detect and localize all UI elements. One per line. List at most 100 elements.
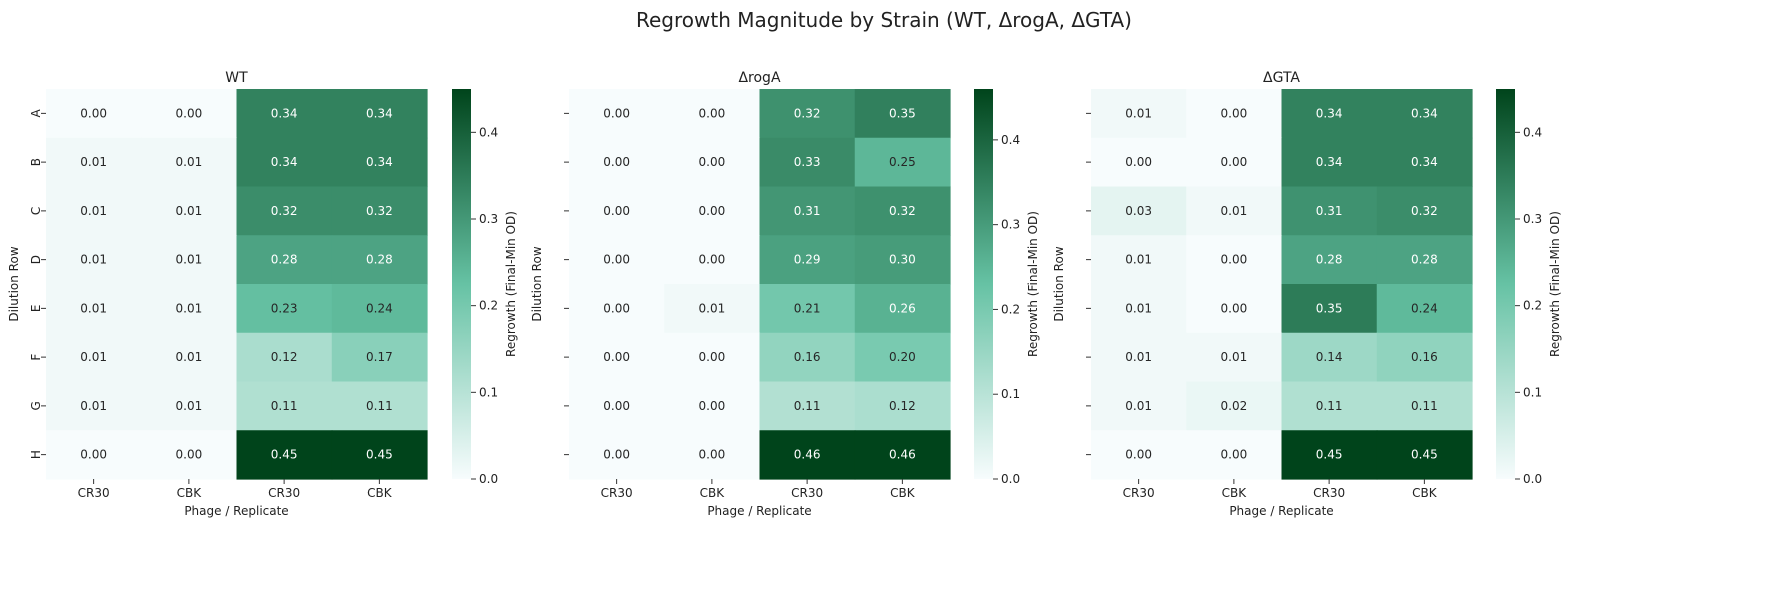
colorbar bbox=[974, 89, 993, 479]
cell-value-label: 0.01 bbox=[1125, 350, 1152, 364]
colorbar-tick-label: 0.1 bbox=[1001, 387, 1020, 401]
cell-value-label: 0.00 bbox=[699, 204, 726, 218]
cell-value-label: 0.31 bbox=[1316, 204, 1343, 218]
heatmap-cell bbox=[759, 284, 856, 334]
colorbar-tick-label: 0.4 bbox=[1523, 125, 1542, 139]
heatmap-cell bbox=[141, 430, 238, 480]
x-tick-label: CBK bbox=[367, 486, 393, 500]
cell-value-label: 0.24 bbox=[1411, 301, 1438, 315]
heatmap-cell bbox=[854, 89, 951, 139]
heatmap-cell bbox=[1091, 332, 1187, 383]
cell-value-label: 0.00 bbox=[176, 106, 203, 120]
heatmap-cell bbox=[1091, 284, 1187, 334]
heatmap-cell bbox=[759, 89, 856, 139]
colorbar-tick-label: 0.4 bbox=[479, 125, 498, 139]
heatmap-cell bbox=[236, 332, 333, 383]
heatmap-cell bbox=[664, 430, 761, 480]
heatmap-cell bbox=[141, 235, 238, 285]
heatmap-cell bbox=[1091, 186, 1187, 236]
cell-value-label: 0.11 bbox=[794, 399, 821, 413]
cell-value-label: 0.00 bbox=[176, 448, 203, 462]
cell-value-label: 0.01 bbox=[176, 399, 203, 413]
cell-value-label: 0.00 bbox=[699, 350, 726, 364]
colorbar-label: Regrowth (Final-Min OD) bbox=[1026, 211, 1040, 357]
cell-value-label: 0.00 bbox=[1221, 106, 1248, 120]
cell-value-label: 0.12 bbox=[889, 399, 916, 413]
heatmap-panels: WT 0.00 0.00 0.34 0.34 0.01 0.01 0.34 0.34 0.01 0.… bbox=[7, 70, 1562, 518]
heatmap-cell bbox=[236, 186, 333, 236]
heatmap-cell bbox=[1186, 430, 1283, 480]
heatmap-cell bbox=[1091, 430, 1187, 480]
cell-value-label: 0.28 bbox=[1411, 253, 1438, 267]
cell-value-label: 0.45 bbox=[1411, 448, 1438, 462]
cell-value-label: 0.00 bbox=[1221, 253, 1248, 267]
cell-value-label: 0.33 bbox=[794, 155, 821, 169]
heatmap-cell bbox=[569, 381, 665, 431]
heatmap-cell bbox=[1376, 186, 1473, 236]
cell-value-label: 0.02 bbox=[1221, 399, 1248, 413]
heatmap-cell bbox=[759, 186, 856, 236]
heatmap-cell bbox=[331, 235, 428, 285]
heatmap-cell bbox=[46, 89, 142, 139]
cell-value-label: 0.01 bbox=[1125, 106, 1152, 120]
cell-value-label: 0.01 bbox=[176, 350, 203, 364]
cell-value-label: 0.29 bbox=[794, 253, 821, 267]
heatmap-cell bbox=[759, 137, 856, 188]
cell-value-label: 0.34 bbox=[366, 106, 393, 120]
cell-value-label: 0.00 bbox=[699, 106, 726, 120]
cell-value-label: 0.00 bbox=[603, 350, 630, 364]
cell-value-label: 0.01 bbox=[80, 204, 107, 218]
cell-value-label: 0.01 bbox=[699, 301, 726, 315]
heatmap-cell bbox=[1186, 235, 1283, 285]
cell-value-label: 0.01 bbox=[1221, 204, 1248, 218]
heatmap-panel-2: ΔrogA 0.00 0.00 0.32 0.35 0.00 0.00 0.33 0.25 0.0… bbox=[530, 70, 1040, 518]
cell-value-label: 0.20 bbox=[889, 350, 916, 364]
heatmap-cell bbox=[1376, 284, 1473, 334]
heatmap-cell bbox=[1281, 235, 1378, 285]
heatmap-cell bbox=[569, 284, 665, 334]
cell-value-label: 0.01 bbox=[176, 204, 203, 218]
cell-value-label: 0.12 bbox=[271, 350, 298, 364]
cell-value-label: 0.23 bbox=[271, 301, 298, 315]
colorbar-tick-label: 0.2 bbox=[1523, 299, 1542, 313]
cell-value-label: 0.01 bbox=[1125, 253, 1152, 267]
colorbar-label: Regrowth (Final-Min OD) bbox=[1548, 211, 1562, 357]
heatmap-cell bbox=[331, 186, 428, 236]
cell-value-label: 0.01 bbox=[80, 301, 107, 315]
heatmap-cell bbox=[664, 186, 761, 236]
heatmap-cell bbox=[1091, 137, 1187, 188]
heatmap-cell bbox=[331, 284, 428, 334]
heatmap-cell bbox=[569, 332, 665, 383]
heatmap-cell bbox=[1281, 284, 1378, 334]
heatmap-cell bbox=[236, 381, 333, 431]
heatmap-cell bbox=[759, 332, 856, 383]
colorbar-tick-label: 0.0 bbox=[479, 472, 498, 486]
x-tick-label: CR30 bbox=[1313, 486, 1345, 500]
heatmap-panel-3: ΔGTA 0.01 0.00 0.34 0.34 0.00 0.00 0.34 0.34 0.03… bbox=[1052, 70, 1562, 518]
cell-value-label: 0.11 bbox=[366, 399, 393, 413]
heatmap-cell bbox=[759, 430, 856, 480]
cell-value-label: 0.45 bbox=[366, 448, 393, 462]
y-axis-label: Dilution Row bbox=[530, 246, 544, 321]
heatmap-cell bbox=[236, 235, 333, 285]
heatmap-cell bbox=[1376, 137, 1473, 188]
y-tick-label: G bbox=[29, 401, 43, 410]
colorbar-label: Regrowth (Final-Min OD) bbox=[504, 211, 518, 357]
panel-title: ΔGTA bbox=[1263, 70, 1300, 86]
cell-value-label: 0.00 bbox=[603, 106, 630, 120]
x-axis-label: Phage / Replicate bbox=[707, 504, 811, 518]
y-tick-label: A bbox=[29, 108, 43, 117]
figure-title: Regrowth Magnitude by Strain (WT, ΔrogA,… bbox=[636, 8, 1132, 32]
heatmap-cell bbox=[1376, 89, 1473, 139]
cell-value-label: 0.35 bbox=[1316, 301, 1343, 315]
heatmap-cell bbox=[141, 381, 238, 431]
heatmap-cell bbox=[1376, 332, 1473, 383]
heatmap-cell bbox=[331, 137, 428, 188]
cell-value-label: 0.03 bbox=[1125, 204, 1152, 218]
colorbar bbox=[1496, 89, 1515, 479]
cell-value-label: 0.32 bbox=[366, 204, 393, 218]
heatmap-cell bbox=[854, 284, 951, 334]
cell-value-label: 0.14 bbox=[1316, 350, 1343, 364]
heatmap-cell bbox=[1281, 89, 1378, 139]
